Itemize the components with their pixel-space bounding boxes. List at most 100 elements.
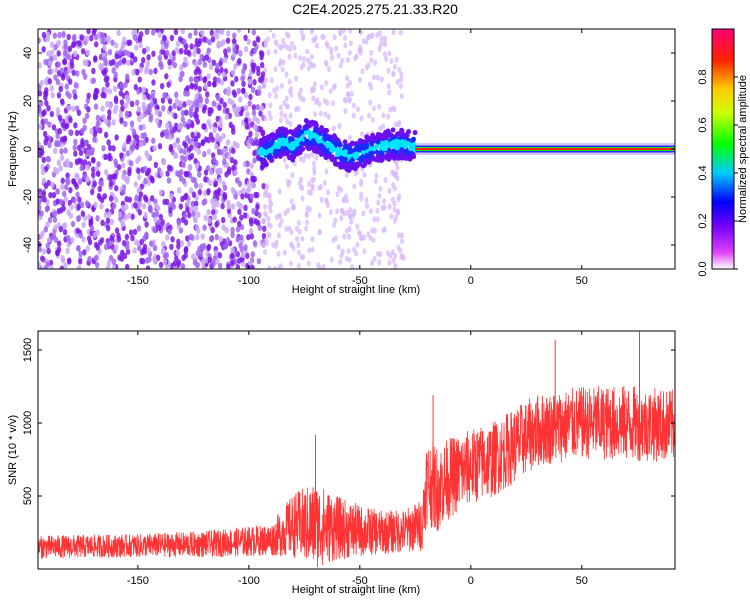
heatmap-cell [296, 220, 301, 227]
heatmap-cell [290, 204, 295, 211]
heatmap-cell [194, 224, 200, 231]
heatmap-cell [139, 238, 144, 246]
heatmap-cell [215, 258, 220, 265]
heatmap-cell [116, 164, 122, 171]
heatmap-cell [129, 100, 135, 108]
heatmap-cell [105, 81, 110, 88]
heatmap-cell [182, 61, 187, 68]
heatmap-cell [349, 218, 354, 225]
heatmap-cell [68, 116, 73, 124]
heatmap-cell [372, 216, 377, 223]
heatmap-cell [370, 116, 375, 123]
heatmap-cell [376, 199, 381, 206]
heatmap-cell [80, 141, 85, 148]
heatmap-cell [386, 83, 391, 90]
heatmap-cell [338, 258, 343, 265]
heatmap-cell [342, 233, 347, 240]
heatmap-cell [125, 175, 131, 183]
heatmap-cell [324, 198, 329, 205]
heatmap-cell [300, 146, 306, 152]
heatmap-cell [231, 38, 237, 45]
heatmap-cell [216, 77, 221, 84]
heatmap-cell [103, 131, 109, 139]
heatmap-cell [379, 142, 385, 148]
heatmap-cell [382, 198, 387, 205]
heatmap-cell [174, 46, 179, 54]
heatmap-cell [85, 164, 91, 171]
heatmap-cell [411, 145, 417, 151]
heatmap-cell [264, 77, 269, 84]
heatmap-cell [359, 145, 365, 152]
heatmap-cell [38, 90, 43, 97]
heatmap-cell [354, 250, 359, 257]
heatmap-cell [221, 71, 226, 78]
heatmap-cell [69, 203, 74, 211]
heatmap-cell [202, 189, 208, 197]
heatmap-cell [206, 244, 211, 252]
heatmap-cell [214, 221, 219, 228]
heatmap-cell [135, 99, 140, 106]
heatmap-cell [59, 265, 65, 269]
heatmap-cell [180, 70, 185, 78]
heatmap-cell [202, 76, 208, 83]
heatmap-cell [73, 82, 79, 89]
heatmap-cell [234, 177, 240, 184]
heatmap-cell [256, 89, 262, 96]
heatmap-cell [379, 157, 385, 163]
heatmap-cell [63, 43, 69, 51]
heatmap-cell [136, 115, 142, 123]
heatmap-cell [56, 50, 61, 57]
heatmap-cell [315, 97, 320, 104]
heatmap-cell [280, 66, 285, 73]
heatmap-cell [399, 93, 404, 100]
heatmap-cell [329, 46, 334, 53]
heatmap-cell [100, 38, 105, 45]
heatmap-cell [164, 128, 170, 136]
heatmap-cell [254, 191, 260, 199]
heatmap-cell [183, 245, 189, 253]
heatmap-cell [224, 171, 229, 178]
heatmap-cell [344, 255, 349, 262]
colorbar-tick-label: 0.4 [697, 165, 709, 180]
heatmap-cell [361, 210, 366, 217]
heatmap-cell [66, 104, 72, 112]
heatmap-cell [203, 82, 208, 90]
heatmap-cell [312, 81, 317, 88]
heatmap-cell [139, 257, 144, 265]
heatmap-cell [75, 191, 80, 198]
heatmap-cell [95, 114, 101, 122]
heatmap-cell [194, 113, 199, 120]
heatmap-cell [46, 104, 51, 112]
heatmap-cell [335, 191, 340, 198]
heatmap-cell [181, 161, 186, 168]
heatmap-cell [226, 207, 232, 214]
heatmap-cell [247, 259, 253, 267]
heatmap-cell [216, 148, 222, 155]
heatmap-cell [393, 121, 398, 128]
heatmap-cell [225, 139, 231, 146]
heatmap-cell [384, 155, 390, 161]
heatmap-cell [127, 166, 132, 174]
heatmap-cell [213, 189, 219, 196]
heatmap-cell [73, 181, 78, 188]
heatmap-cell [86, 235, 92, 242]
heatmap-cell [200, 29, 205, 37]
heatmap-cell [265, 136, 271, 143]
heatmap-cell [251, 109, 257, 117]
heatmap-cell [219, 97, 224, 105]
heatmap-cell [259, 61, 265, 69]
heatmap-cell [396, 232, 401, 239]
heatmap-cell [261, 138, 267, 144]
heatmap-cell [267, 232, 272, 239]
heatmap-cell [136, 88, 141, 95]
heatmap-cell [178, 175, 184, 182]
snr-x-label: Height of straight line (km) [292, 584, 420, 596]
heatmap-cell [68, 129, 73, 136]
heatmap-cell [100, 91, 105, 99]
heatmap-cell [251, 176, 256, 183]
heatmap-cell [120, 162, 126, 169]
heatmap-cell [167, 58, 172, 66]
heatmap-cell [232, 159, 238, 166]
heatmap-cell [218, 236, 223, 243]
heatmap-cell [370, 227, 375, 234]
